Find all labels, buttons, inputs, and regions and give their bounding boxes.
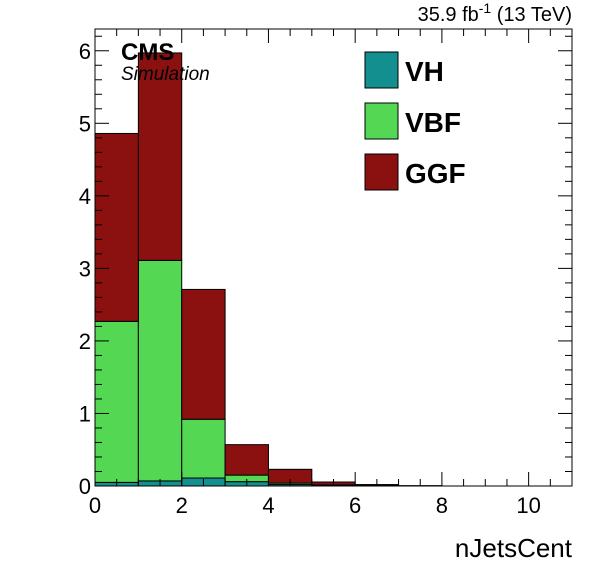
legend-label-vh: VH	[405, 56, 444, 87]
y-tick-label: 3	[79, 256, 91, 281]
lumi-prefix: 35.9 fb	[418, 4, 479, 26]
x-tick-label: 8	[436, 493, 448, 518]
legend: VH VBF GGF	[364, 51, 466, 191]
y-tick-label: 2	[79, 329, 91, 354]
legend-label-ggf: GGF	[405, 158, 466, 189]
axis-ticks	[94, 29, 573, 487]
legend-swatch-vh	[364, 51, 399, 89]
bar-ggf-bin-0	[94, 132, 139, 322]
tick-labels: 0 2 4 6 8 10 0 1 2 3 4 5 6	[79, 39, 541, 518]
legend-label-vbf: VBF	[405, 107, 461, 138]
simulation-label: Simulation	[121, 64, 210, 85]
x-tick-label: 4	[262, 493, 274, 518]
cms-label: CMS	[121, 39, 174, 66]
y-tick-label: 1	[79, 401, 91, 426]
x-tick-label: 0	[89, 493, 101, 518]
y-tick-label: 0	[79, 474, 91, 499]
x-axis-label: nJetsCent	[455, 533, 573, 563]
y-tick-label: 5	[79, 111, 91, 136]
bar-ggf-bin-2	[181, 288, 226, 420]
lumi-suffix: (13 TeV)	[491, 4, 572, 26]
y-tick-label: 6	[79, 39, 91, 64]
x-tick-label: 6	[349, 493, 361, 518]
bar-ggf-bin-3	[224, 444, 269, 476]
bar-vbf-bin-0	[94, 320, 139, 483]
lumi-exponent: -1	[479, 0, 492, 16]
bar-vbf-bin-2	[181, 418, 226, 479]
x-tick-label: 2	[176, 493, 188, 518]
y-tick-label: 4	[79, 184, 91, 209]
x-tick-label: 10	[516, 493, 540, 518]
luminosity-label: 35.9 fb-1 (13 TeV)	[418, 0, 572, 26]
legend-swatch-vbf	[364, 102, 399, 140]
bar-vbf-bin-1	[137, 259, 183, 482]
legend-swatch-ggf	[364, 153, 399, 191]
bar-ggf-bin-1	[137, 52, 183, 261]
